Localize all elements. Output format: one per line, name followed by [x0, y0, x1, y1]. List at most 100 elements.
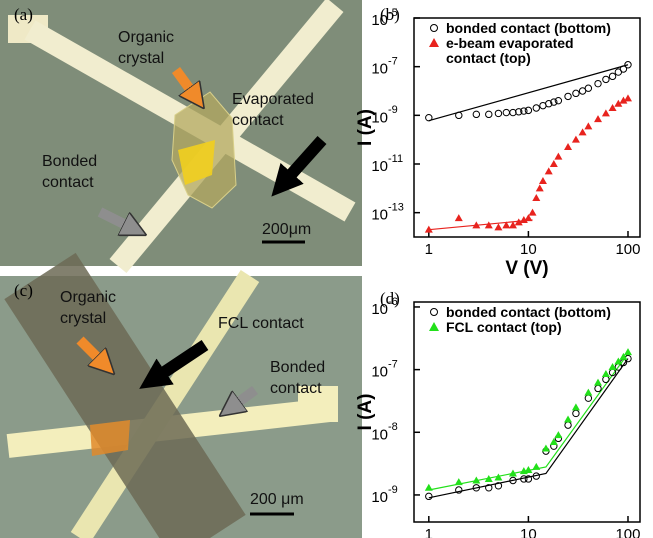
point [550, 160, 558, 167]
x-tick-label: 100 [615, 526, 640, 538]
y-axis-label: I (A) [355, 109, 376, 146]
panel-label: (d) [380, 289, 400, 308]
point [554, 153, 562, 160]
legend-entry: bonded contact (bottom) [428, 21, 636, 36]
point [495, 110, 501, 116]
point [503, 109, 509, 115]
point [594, 379, 602, 386]
point [529, 209, 537, 216]
y-axis-label: I (A) [355, 394, 376, 431]
y-tick-exponent: -7 [388, 56, 398, 68]
x-tick-label: 1 [425, 526, 433, 538]
legend-symbol [429, 38, 439, 47]
panel-label: (b) [380, 5, 400, 24]
point [533, 105, 539, 111]
annotation: contact [270, 380, 322, 397]
point [624, 94, 632, 101]
point [554, 431, 562, 438]
micrograph-c [0, 276, 362, 538]
figure-canvas: (a) Organic crystal Evaporated contact Bonded… [0, 0, 653, 538]
point [486, 111, 492, 117]
point [564, 415, 572, 422]
y-tick-exponent: -9 [388, 104, 398, 116]
legend-label: bonded contact (bottom) [446, 305, 611, 320]
y-tick-label: 10 [371, 489, 388, 506]
point [594, 115, 602, 122]
panel-label: (a) [14, 5, 33, 24]
point [494, 223, 502, 230]
x-tick-label: 10 [520, 241, 537, 258]
point [426, 493, 432, 499]
annotation: crystal [60, 310, 106, 327]
legend-symbol [431, 25, 438, 32]
point [565, 93, 571, 99]
y-tick-label: 10 [371, 207, 388, 224]
point [456, 112, 462, 118]
legend-label: bonded contact (bottom) [446, 21, 611, 36]
plot-frame [414, 302, 640, 522]
legend-marker [428, 36, 440, 50]
point [455, 214, 463, 221]
legend-marker [428, 320, 440, 334]
y-tick-exponent: -13 [388, 202, 404, 214]
point [584, 389, 592, 396]
point [542, 445, 550, 452]
point [425, 484, 433, 491]
y-tick-exponent: -7 [388, 359, 398, 371]
annotation: Bonded [270, 359, 325, 376]
legend-entry: FCL contact (top) [428, 320, 636, 335]
point [426, 114, 432, 120]
legend-label: e-beam evaporated contact (top) [446, 36, 596, 66]
annotation: Evaporated [232, 91, 314, 108]
point [603, 376, 609, 382]
legend: bonded contact (bottom)e-beam evaporated… [428, 21, 636, 66]
point [473, 111, 479, 117]
legend-label: FCL contact (top) [446, 320, 562, 335]
y-tick-exponent: -8 [388, 421, 398, 433]
annotation: contact [42, 174, 94, 191]
point [456, 487, 462, 493]
point [532, 194, 540, 201]
point [585, 395, 591, 401]
point [455, 478, 463, 485]
point [595, 385, 601, 391]
x-tick-label: 100 [615, 241, 640, 258]
point [573, 410, 579, 416]
point [602, 109, 610, 116]
point [525, 107, 531, 113]
point [536, 184, 544, 191]
point [603, 76, 609, 82]
point [585, 85, 591, 91]
panel-label: (c) [14, 281, 33, 300]
figure: {"images": [ {"label": "(a)", "annotatio… [0, 0, 653, 538]
legend-entry: bonded contact (bottom) [428, 305, 636, 320]
point [584, 122, 592, 129]
y-tick-label: 10 [371, 61, 388, 78]
point [532, 463, 540, 470]
point [545, 167, 553, 174]
annotation: contact [232, 112, 284, 129]
legend-symbol [431, 309, 438, 316]
y-tick-label: 10 [371, 364, 388, 381]
x-tick-label: 1 [425, 241, 433, 258]
annotation: Organic [118, 29, 174, 46]
point [595, 80, 601, 86]
point [539, 177, 547, 184]
y-tick-exponent: -11 [388, 153, 403, 165]
annotation: crystal [118, 50, 164, 67]
point [572, 136, 580, 143]
legend: bonded contact (bottom)FCL contact (top) [428, 305, 636, 335]
point [565, 422, 571, 428]
annotation: Organic [60, 289, 116, 306]
point [572, 403, 580, 410]
annotation: FCL contact [218, 315, 304, 332]
point [624, 348, 632, 355]
scale-bar-label: 200 μm [250, 491, 304, 508]
x-axis-label: V (V) [505, 258, 548, 279]
point [609, 73, 615, 79]
y-tick-label: 10 [371, 158, 388, 175]
annotation: Bonded [42, 153, 97, 170]
scale-bar-label: 200μm [262, 221, 311, 238]
legend-marker [428, 21, 440, 35]
y-tick-exponent: -9 [388, 484, 398, 496]
